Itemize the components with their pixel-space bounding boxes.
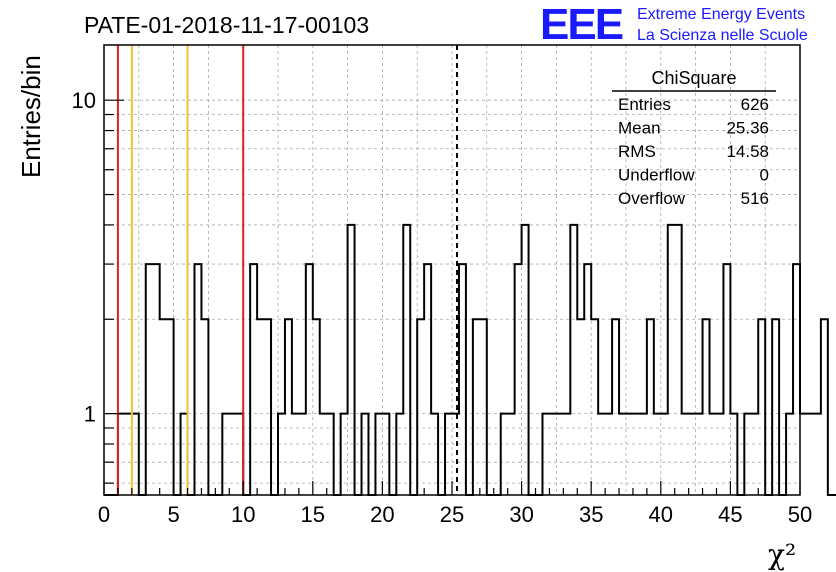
x-axis: 0 5 10 15 20 25 30 35 40 45 50 xyxy=(98,481,812,527)
histogram-bin xyxy=(821,319,828,495)
histogram-bin xyxy=(723,264,730,495)
histogram-bin xyxy=(250,264,257,495)
grid xyxy=(103,45,801,495)
logo-line2: La Scienza nelle Scuole xyxy=(637,27,808,44)
x-tick-label: 5 xyxy=(167,502,179,527)
stats-row-value: 25.36 xyxy=(726,119,769,138)
stats-row-value: 516 xyxy=(741,189,769,208)
histogram-bin xyxy=(201,319,208,495)
histogram-bin xyxy=(313,319,320,495)
x-tick-label: 25 xyxy=(440,502,464,527)
histogram-bin xyxy=(668,225,675,495)
reference-lines xyxy=(116,45,459,495)
histogram-bin xyxy=(306,264,313,495)
stats-row-label: Underflow xyxy=(618,166,695,185)
histogram-bin xyxy=(459,264,466,495)
histogram-bin xyxy=(285,319,292,495)
histogram-bin xyxy=(473,319,480,495)
x-axis-label: χ² xyxy=(768,538,796,571)
histogram-bin xyxy=(515,264,522,495)
histogram-bin xyxy=(167,319,174,495)
histogram xyxy=(104,223,836,496)
histogram-bin xyxy=(257,319,264,495)
histogram-bin xyxy=(807,414,814,495)
histogram-bin xyxy=(577,319,584,495)
x-tick-label: 0 xyxy=(98,502,110,527)
x-tick-label: 15 xyxy=(301,502,325,527)
histogram-bin xyxy=(612,319,619,495)
y-axis-label: Entries/bin xyxy=(16,55,46,178)
logo-line1: Extreme Energy Events xyxy=(637,6,805,23)
histogram-bin xyxy=(647,319,654,495)
histogram-bin xyxy=(793,264,800,495)
histogram-bin xyxy=(703,319,710,495)
y-tick-label: 10 xyxy=(72,88,96,113)
x-tick-label: 50 xyxy=(788,502,812,527)
histogram-bin xyxy=(772,319,779,495)
histogram-bin xyxy=(153,264,160,495)
x-tick-label: 20 xyxy=(370,502,394,527)
stats-row-label: Entries xyxy=(618,95,671,114)
histogram-bin xyxy=(522,225,529,495)
histogram-bin xyxy=(800,414,807,495)
x-tick-label: 40 xyxy=(649,502,673,527)
x-tick-label: 10 xyxy=(231,502,255,527)
histogram-bin xyxy=(675,225,682,495)
histogram-bin xyxy=(417,319,424,495)
histogram-bin xyxy=(264,319,271,495)
stats-title: ChiSquare xyxy=(651,68,736,88)
y-axis: 1 10 xyxy=(72,88,124,484)
histogram-bin xyxy=(403,225,410,495)
stats-row-value: 626 xyxy=(741,95,769,114)
x-tick-label: 30 xyxy=(509,502,533,527)
eee-logo: EEE Extreme Energy Events La Scienza nel… xyxy=(540,0,808,49)
histogram-bin xyxy=(591,319,598,495)
x-tick-label: 45 xyxy=(718,502,742,527)
histogram-bin xyxy=(146,264,153,495)
logo-mark: EEE xyxy=(540,0,623,49)
stats-row-value: 14.58 xyxy=(726,142,769,161)
histogram-bin xyxy=(570,225,577,495)
y-tick-label: 1 xyxy=(84,402,96,427)
stats-box: ChiSquare Entries 626 Mean 25.36 RMS 14.58 Und… xyxy=(612,68,776,208)
stats-row-label: Mean xyxy=(618,119,661,138)
histogram-outline xyxy=(104,223,836,496)
histogram-bin xyxy=(480,319,487,495)
histogram-bin xyxy=(584,264,591,495)
histogram-bin xyxy=(758,319,765,495)
histogram-bin xyxy=(160,319,167,495)
stats-row-label: RMS xyxy=(618,142,656,161)
x-tick-label: 35 xyxy=(579,502,603,527)
histogram-bin xyxy=(194,264,201,495)
chart-title: PATE-01-2018-11-17-00103 xyxy=(84,12,369,38)
stats-row-value: 0 xyxy=(760,166,769,185)
histogram-bin xyxy=(814,414,821,495)
stats-row-label: Overflow xyxy=(618,189,686,208)
histogram-bin xyxy=(348,225,355,495)
histogram-bin xyxy=(424,264,431,495)
